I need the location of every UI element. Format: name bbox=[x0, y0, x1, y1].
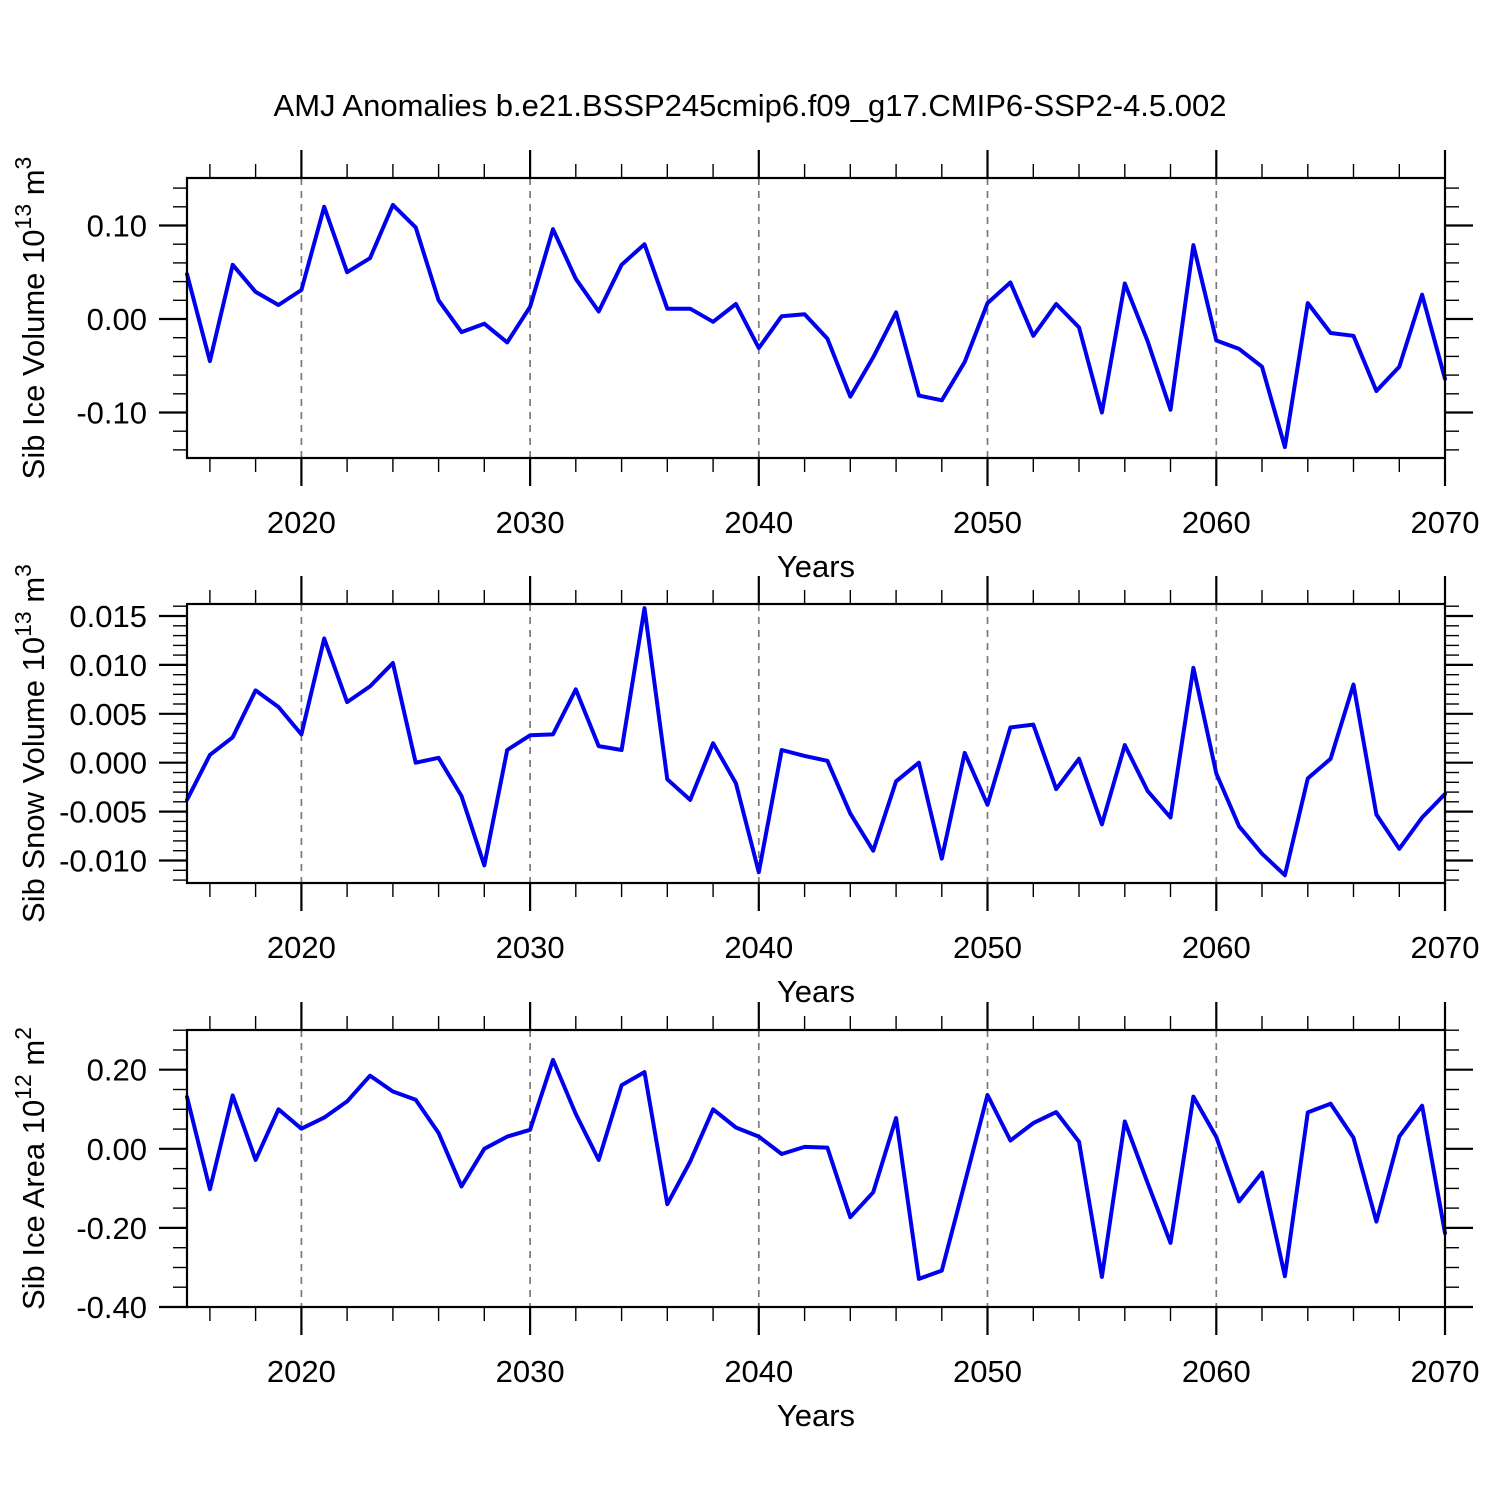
y-axis-title-superscript: 3 bbox=[10, 564, 36, 577]
x-axis-title: Years bbox=[777, 549, 855, 584]
y-axis-title-superscript: 13 bbox=[10, 611, 36, 637]
y-tick-label: 0.00 bbox=[87, 1132, 147, 1167]
x-tick-label: 2030 bbox=[496, 1354, 565, 1389]
x-tick-label: 2070 bbox=[1411, 505, 1480, 540]
x-tick-label: 2070 bbox=[1411, 1354, 1480, 1389]
y-axis-title-text: m bbox=[16, 577, 51, 611]
y-axis-title: Sib Ice Volume 1013 m3 bbox=[10, 157, 51, 480]
x-tick-label: 2050 bbox=[953, 1354, 1022, 1389]
x-axis-title: Years bbox=[777, 974, 855, 1009]
y-tick-label: -0.005 bbox=[59, 795, 147, 830]
y-axis-title-text: Sib Ice Area 10 bbox=[16, 1100, 51, 1310]
x-tick-label: 2020 bbox=[267, 930, 336, 965]
y-axis-title-text: Sib Ice Volume 10 bbox=[16, 229, 51, 479]
x-tick-label: 2060 bbox=[1182, 930, 1251, 965]
chart-panel-sib-ice-area: 2020 2030 2040 2050 2060 2070 0.20 0.00 -0.20 -0.… bbox=[10, 1002, 1479, 1433]
x-axis-title: Years bbox=[777, 1398, 855, 1433]
y-axis-title: Sib Ice Area 1012 m2 bbox=[10, 1027, 51, 1310]
y-tick-label: -0.010 bbox=[59, 844, 147, 879]
y-tick-label: -0.40 bbox=[76, 1290, 147, 1325]
y-tick-label: 0.010 bbox=[69, 648, 147, 683]
y-axis-title-text: Sib Snow Volume 10 bbox=[16, 637, 51, 923]
y-axis-title-superscript: 12 bbox=[10, 1074, 36, 1100]
x-tick-label: 2060 bbox=[1182, 1354, 1251, 1389]
x-tick-label: 2040 bbox=[724, 930, 793, 965]
y-tick-label: -0.20 bbox=[76, 1211, 147, 1246]
y-tick-label: 0.005 bbox=[69, 697, 147, 732]
y-tick-label: 0.015 bbox=[69, 599, 147, 634]
y-axis-title-text: m bbox=[16, 1040, 51, 1074]
chart-panel-sib-ice-volume: 2020 2030 2040 2050 2060 2070 0.10 0.00 -0.10 Yea… bbox=[10, 150, 1479, 584]
x-tick-label: 2020 bbox=[267, 1354, 336, 1389]
x-tick-label: 2050 bbox=[953, 930, 1022, 965]
x-tick-label: 2060 bbox=[1182, 505, 1251, 540]
x-tick-label: 2070 bbox=[1411, 930, 1480, 965]
chart-title: AMJ Anomalies b.e21.BSSP245cmip6.f09_g17… bbox=[273, 88, 1227, 123]
x-tick-label: 2030 bbox=[496, 505, 565, 540]
chart-panel-sib-snow-volume: 2020 2030 2040 2050 2060 2070 0.015 0.010 0.005 0… bbox=[10, 564, 1479, 1009]
data-line-sib-ice-area bbox=[185, 1057, 1447, 1281]
y-tick-label: 0.000 bbox=[69, 746, 147, 781]
x-tick-label: 2040 bbox=[724, 505, 793, 540]
data-line-sib-ice-volume bbox=[185, 202, 1447, 450]
y-tick-label: 0.20 bbox=[87, 1053, 147, 1088]
x-tick-label: 2050 bbox=[953, 505, 1022, 540]
y-tick-label: -0.10 bbox=[76, 396, 147, 431]
plot-box bbox=[185, 602, 1447, 885]
y-axis-title: Sib Snow Volume 1013 m3 bbox=[10, 564, 51, 923]
x-tick-label: 2020 bbox=[267, 505, 336, 540]
plot-box bbox=[185, 176, 1447, 460]
y-axis-title-superscript: 3 bbox=[10, 157, 36, 170]
x-tick-label: 2030 bbox=[496, 930, 565, 965]
y-axis-title-text: m bbox=[16, 169, 51, 203]
y-tick-label: 0.00 bbox=[87, 302, 147, 337]
y-axis-title-superscript: 2 bbox=[10, 1027, 36, 1040]
y-axis-title-superscript: 13 bbox=[10, 204, 36, 230]
y-tick-label: 0.10 bbox=[87, 209, 147, 244]
x-tick-label: 2040 bbox=[724, 1354, 793, 1389]
plot-box bbox=[185, 1028, 1447, 1309]
data-line-sib-snow-volume bbox=[185, 606, 1447, 878]
